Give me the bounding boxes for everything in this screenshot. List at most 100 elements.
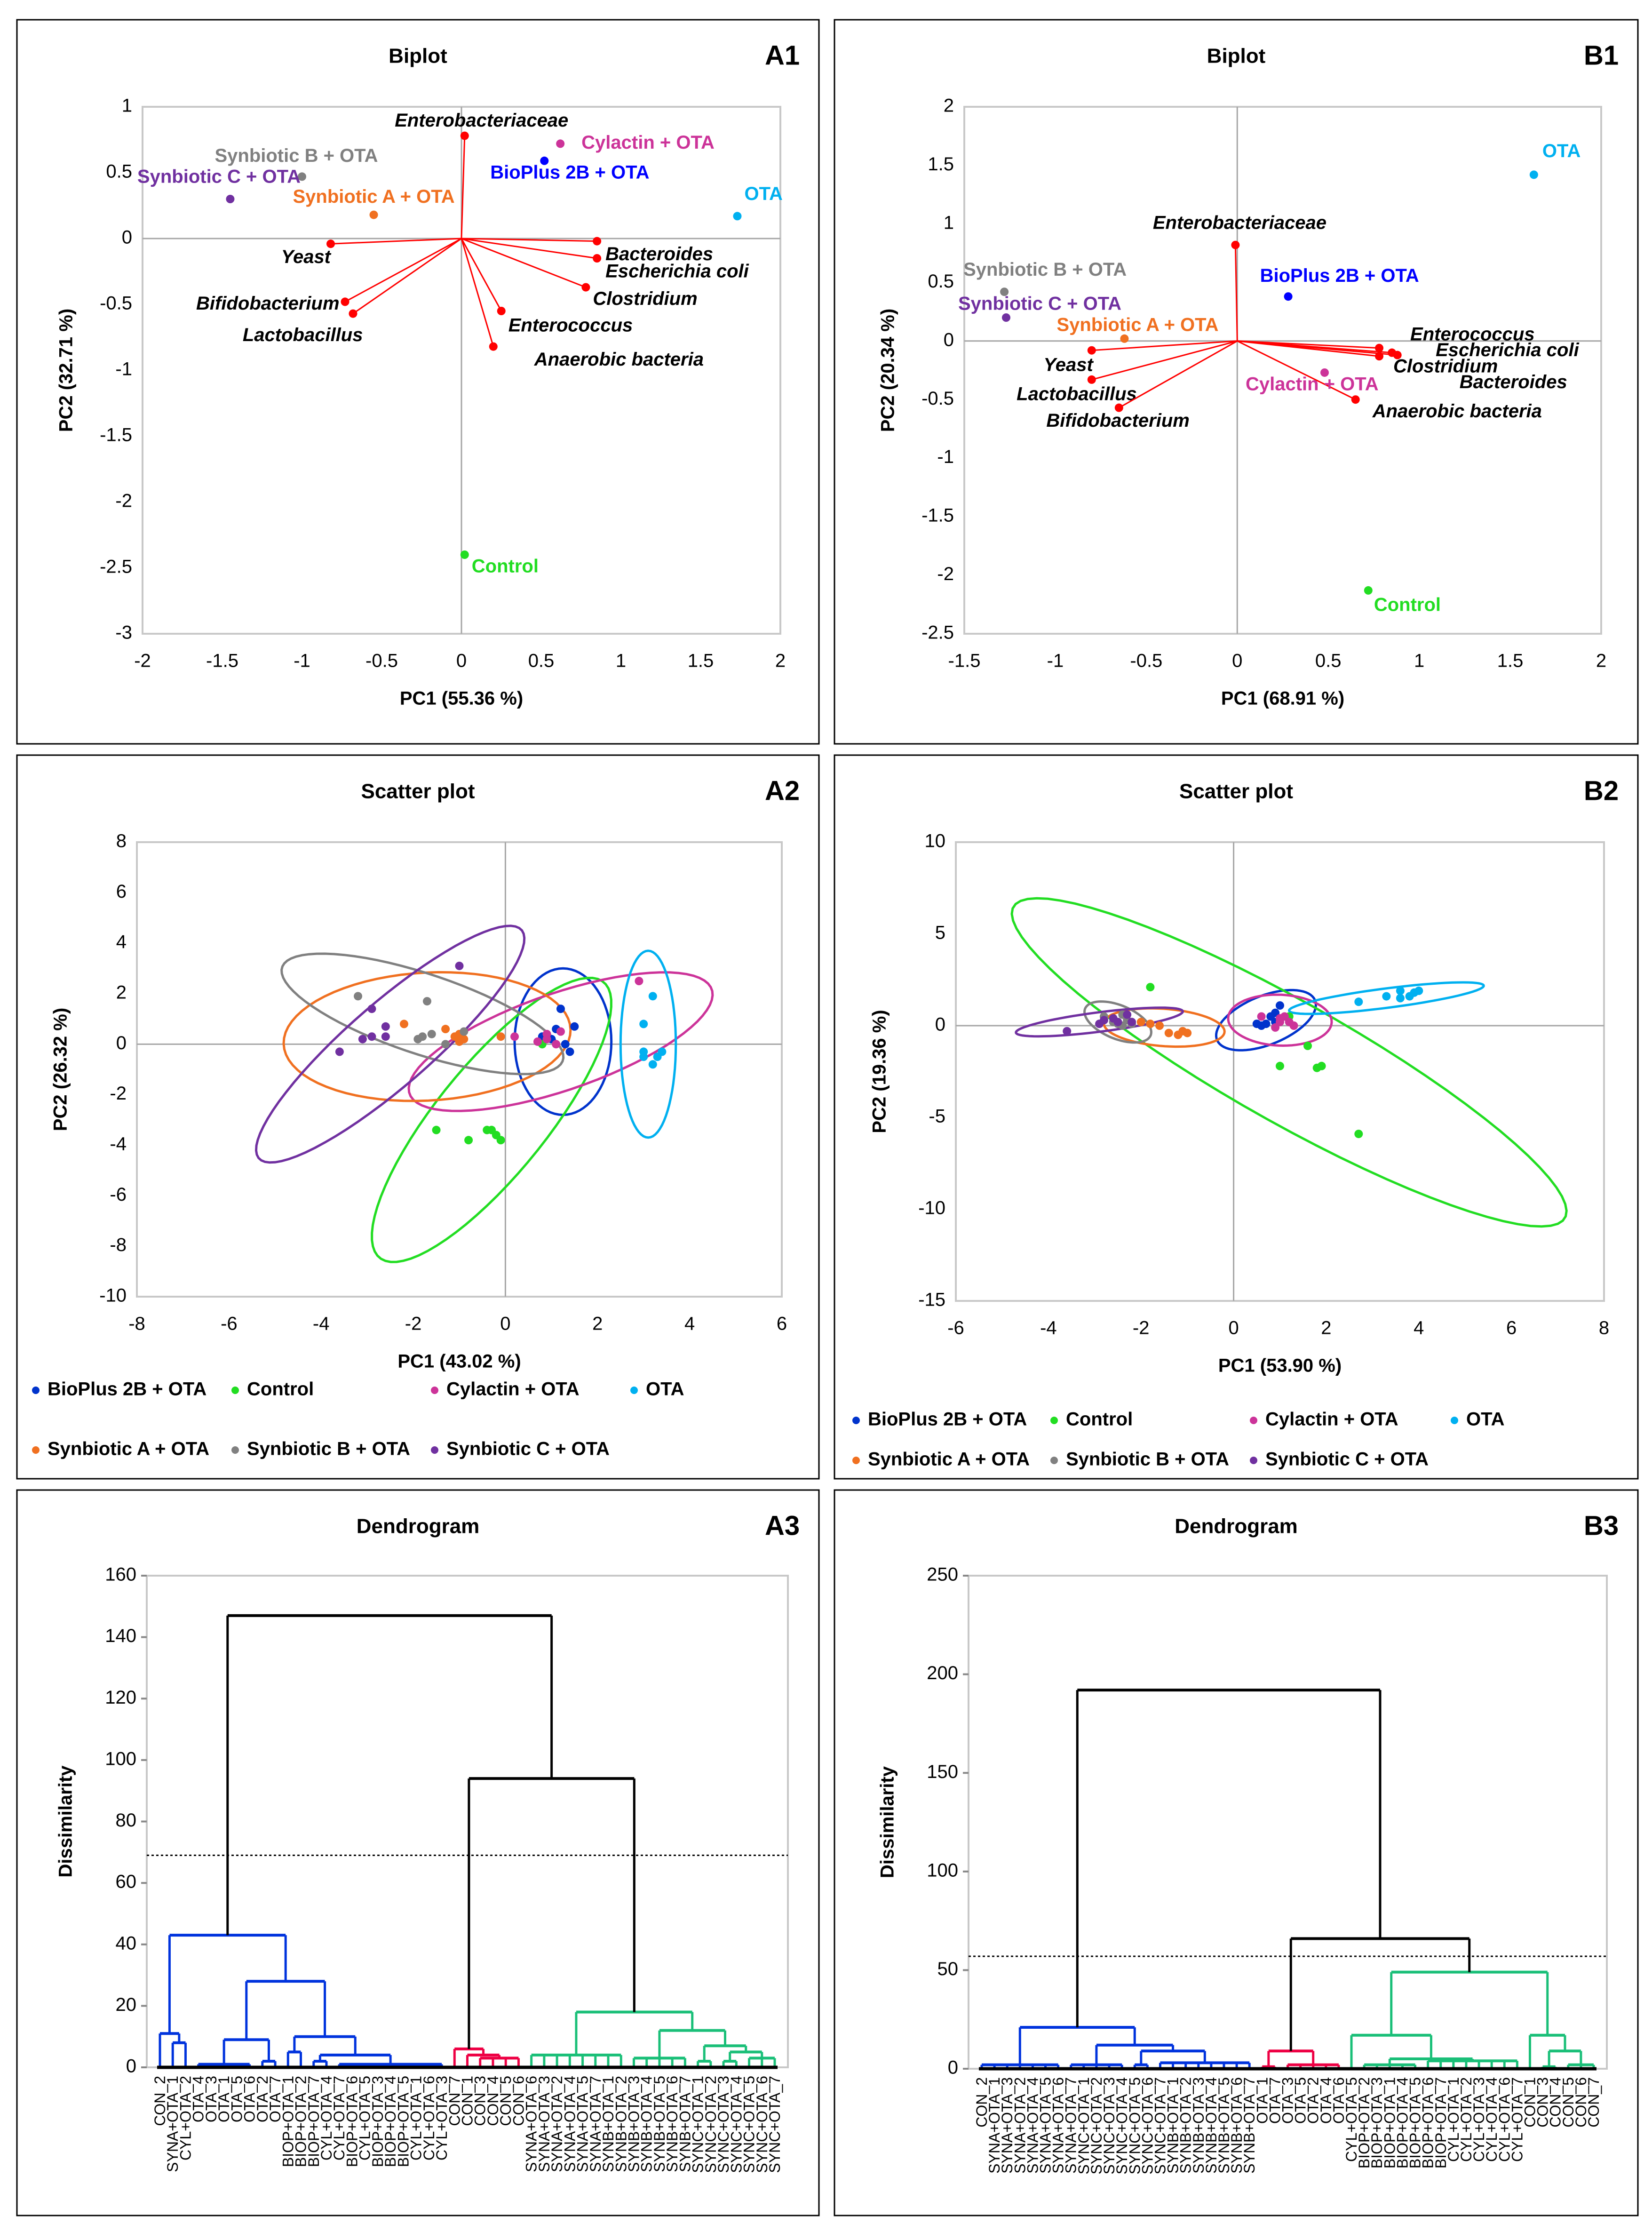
y-tick-label: 0 (944, 329, 954, 350)
y-axis-label: PC2 (32.71 %) (56, 309, 77, 432)
leaf-label: SYNB+OTA_7 (676, 2076, 693, 2172)
observation-point (298, 172, 306, 181)
legend-label: Cylactin + OTA (446, 1379, 580, 1400)
variable-point (1087, 346, 1096, 355)
legend-marker (431, 1387, 438, 1394)
y-tick-label: 1.5 (928, 154, 954, 175)
y-axis-label: PC2 (20.34 %) (878, 309, 898, 432)
data-point-cylactin-ota (533, 1037, 542, 1046)
variable-label: Bacteroides (1460, 372, 1567, 392)
x-tick-label: 4 (684, 1314, 695, 1334)
confidence-ellipse-synbiotic-a-ota (282, 971, 572, 1102)
chart-title: Biplot (1207, 45, 1266, 68)
panel-border (16, 754, 820, 1480)
y-tick-label: -2 (115, 491, 132, 511)
data-point-synbiotic-c-ota (1099, 1016, 1108, 1025)
leaf-label: BIOP+OTA_1 (1381, 2077, 1398, 2168)
y-tick-label: -1 (115, 359, 132, 380)
leaf-label: OTA_1 (1254, 2077, 1271, 2124)
data-point-ota (1396, 994, 1405, 1003)
data-point-synbiotic-c-ota (455, 961, 464, 970)
leaf-label: SYNB+OTA_2 (612, 2076, 629, 2172)
leaf-label: SYNA+OTA_6 (1050, 2077, 1067, 2174)
loading-vector (1237, 340, 1356, 400)
leaf-label: CON_7 (446, 2076, 463, 2126)
data-point-ota (653, 1052, 662, 1061)
leaf-label: CON_5 (1560, 2077, 1577, 2128)
leaf-label: CON_1 (459, 2076, 476, 2126)
observation-label: Synbiotic C + OTA (958, 294, 1121, 314)
leaf-label: SYNA+OTA_4 (561, 2076, 578, 2172)
y-tick-label: 100 (105, 1748, 136, 1769)
x-tick-label: 0 (1228, 1318, 1239, 1339)
legend-label: Synbiotic A + OTA (868, 1449, 1030, 1470)
leaf-label: CYL+OTA_7 (331, 2076, 348, 2160)
data-point-cylactin-ota (1276, 1014, 1284, 1023)
observation-label: BioPlus 2B + OTA (490, 162, 649, 183)
y-tick-label: 40 (116, 1933, 137, 1953)
leaf-label: CON_6 (1573, 2077, 1589, 2128)
legend-label: OTA (1466, 1409, 1504, 1430)
variable-point (1375, 343, 1384, 352)
data-point-control (1276, 1061, 1284, 1070)
loading-vector (461, 238, 586, 288)
leaf-label: SYNB+OTA_1 (1165, 2077, 1182, 2174)
x-tick-label: 6 (777, 1314, 787, 1334)
x-tick-label: 2 (775, 651, 786, 671)
panel-label: A2 (765, 775, 800, 806)
leaf-label: SYNC+OTA_4 (1113, 2077, 1130, 2175)
variable-point (581, 283, 590, 292)
leaf-label: SYNC+OTA_6 (1139, 2077, 1156, 2175)
data-point-synbiotic-c-ota (381, 1022, 390, 1031)
legend-marker (852, 1457, 860, 1464)
legend-label: Cylactin + OTA (1265, 1409, 1398, 1430)
leaf-label: SYNB+OTA_4 (1203, 2077, 1220, 2174)
leaf-label: SYNB+OTA_7 (1241, 2077, 1258, 2174)
chart-title: Dendrogram (1175, 1515, 1298, 1538)
legend-item: Synbiotic A + OTA (32, 1439, 209, 1459)
y-tick-label: 50 (937, 1959, 959, 1979)
loading-vector (461, 238, 494, 347)
leaf-label: BIOP+OTA_3 (1368, 2077, 1385, 2168)
plot-area-frame (963, 106, 1602, 635)
leaf-label: CYL+OTA_4 (318, 2076, 335, 2160)
legend-marker (1250, 1457, 1257, 1464)
leaf-label: BIOP+OTA_5 (1407, 2077, 1424, 2168)
panel-label: A3 (765, 1510, 800, 1541)
leaf-label: CYL+OTA_1 (408, 2076, 425, 2160)
data-point-cylactin-ota (635, 977, 643, 986)
data-point-bioplus-2b-ota (1252, 1020, 1261, 1028)
confidence-ellipse-ota (619, 949, 677, 1139)
y-tick-label: -2 (110, 1083, 127, 1104)
leaf-label: CON_1 (1521, 2077, 1538, 2128)
dendrogram-links (159, 1614, 776, 2067)
data-point-ota (639, 1020, 648, 1028)
variable-label: Lactobacillus (243, 325, 363, 345)
variable-point (1087, 375, 1096, 384)
panel-a2: Scatter plot A2-8 -6 -4 -2 0 2 4 6-10-8-6-4-2024… (16, 754, 820, 1480)
observation-point (733, 212, 742, 221)
leaf-label: SYNC+OTA_2 (1088, 2077, 1105, 2175)
confidence-ellipse-synbiotic-c-ota (254, 925, 526, 1164)
x-tick-label: -1.5 (206, 651, 238, 671)
observation-point (1001, 313, 1010, 322)
x-axis-label: PC1 (43.02 %) (397, 1351, 521, 1372)
x-tick-label: 2 (1596, 651, 1606, 671)
y-axis-label: PC2 (26.32 %) (50, 1008, 71, 1131)
leaf-label: OTA_7 (267, 2076, 284, 2122)
leaf-label: CON_4 (1547, 2077, 1564, 2128)
x-tick-label: 0.5 (1315, 651, 1342, 671)
legend-marker (1050, 1457, 1058, 1464)
panel-b3: Dendrogram B3 0 50 100 150 200 250 Dissimilarity… (834, 1489, 1639, 2216)
data-point-synbiotic-c-ota (358, 1035, 367, 1044)
y-tick-label: -0.5 (100, 293, 132, 314)
observation-point (1284, 292, 1293, 301)
observation-label: Control (1374, 594, 1441, 615)
y-tick-label: 0.5 (928, 271, 954, 292)
y-tick-label: -1.5 (921, 505, 954, 526)
observation-point (226, 195, 235, 203)
data-point-control (483, 1125, 492, 1134)
data-point-cylactin-ota (1271, 1023, 1280, 1032)
leaf-label: SYNC+OTA_7 (1152, 2077, 1168, 2175)
